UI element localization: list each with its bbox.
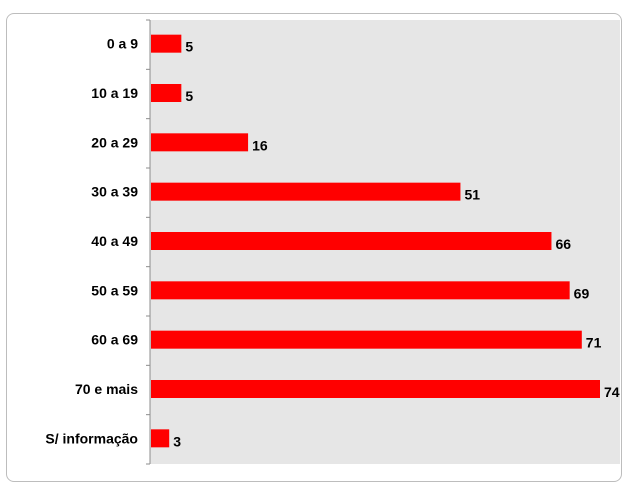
bar-4 [151, 232, 552, 250]
value-label-7: 74 [604, 384, 620, 400]
category-label-7: 70 e mais [75, 381, 138, 397]
category-label-6: 60 a 69 [91, 332, 138, 348]
value-label-8: 3 [173, 433, 181, 449]
bar-1 [151, 84, 182, 102]
category-label-1: 10 a 19 [91, 85, 138, 101]
bar-5 [151, 281, 570, 300]
category-label-8: S/ informação [45, 430, 138, 446]
value-label-2: 16 [252, 137, 268, 153]
bar-series [151, 34, 600, 448]
category-axis-ticks [146, 19, 150, 465]
category-labels: 0 a 9 10 a 19 20 a 29 30 a 39 40 a 49 50 a 59… [45, 36, 138, 447]
bar-2 [151, 133, 249, 152]
value-label-1: 5 [185, 88, 193, 104]
bar-3 [151, 182, 461, 201]
value-labels: 5 5 16 51 66 69 71 74 3 [173, 39, 620, 450]
value-label-3: 51 [464, 187, 480, 203]
category-label-0: 0 a 9 [107, 36, 138, 52]
bar-8 [151, 429, 170, 448]
value-label-0: 5 [185, 39, 193, 55]
bar-6 [151, 330, 582, 349]
bar-0 [151, 34, 182, 53]
bar-7 [151, 380, 600, 398]
category-label-4: 40 a 49 [91, 233, 138, 249]
category-label-2: 20 a 29 [91, 134, 138, 150]
value-label-4: 66 [555, 236, 571, 252]
category-label-3: 30 a 39 [91, 184, 138, 200]
value-label-5: 69 [574, 285, 590, 301]
value-label-6: 71 [586, 335, 602, 351]
category-label-5: 50 a 59 [91, 282, 138, 298]
